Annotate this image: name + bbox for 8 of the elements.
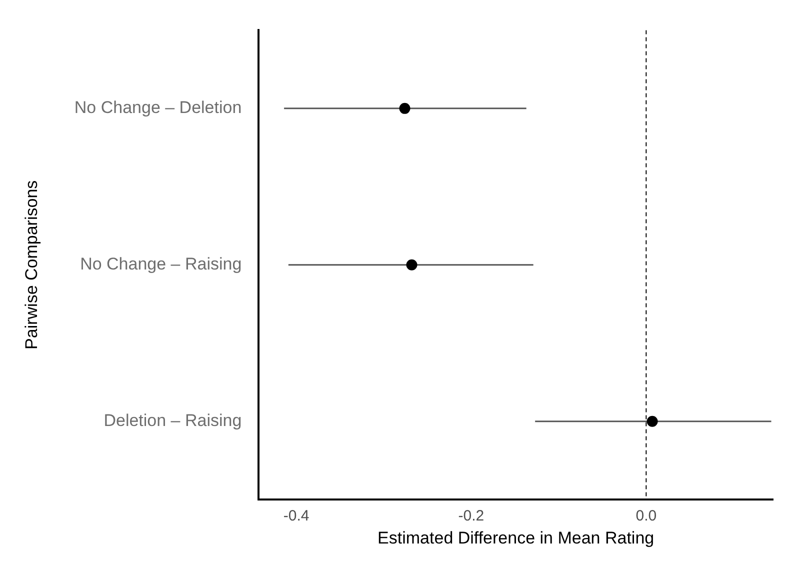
x-tick-label: 0.0 bbox=[636, 508, 657, 525]
x-axis-title: Estimated Difference in Mean Rating bbox=[378, 528, 654, 548]
x-tick-label: -0.2 bbox=[458, 508, 484, 525]
x-tick-label: -0.4 bbox=[283, 508, 310, 525]
y-tick-label: No Change – Raising bbox=[80, 254, 242, 274]
y-tick-label: No Change – Deletion bbox=[74, 98, 242, 118]
y-tick-label: Deletion – Raising bbox=[104, 411, 242, 430]
y-axis-title: Pairwise Comparisons bbox=[22, 180, 41, 350]
